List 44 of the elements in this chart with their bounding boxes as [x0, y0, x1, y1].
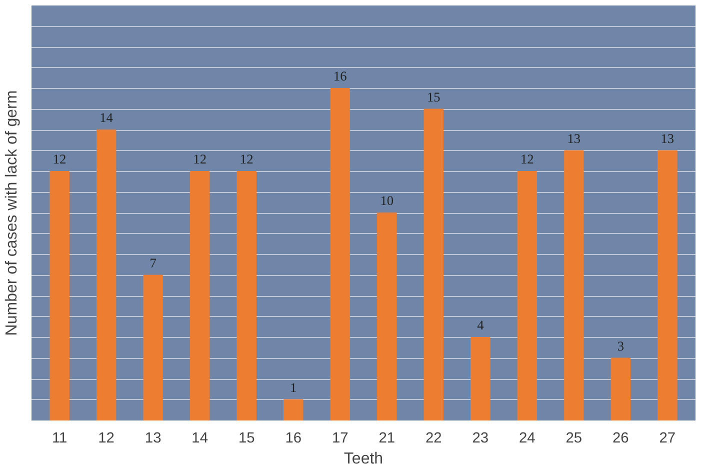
data-label: 12 — [52, 152, 66, 166]
data-label: 13 — [567, 130, 581, 146]
bar — [610, 358, 631, 420]
x-tick-label: 27 — [659, 430, 676, 446]
bar — [143, 274, 163, 420]
x-tick-label: 11 — [52, 430, 68, 446]
data-label: 16 — [333, 68, 348, 84]
data-label: 10 — [380, 193, 394, 208]
data-label: 1 — [290, 380, 297, 395]
data-label: 13 — [660, 130, 674, 146]
data-label: 12 — [520, 152, 534, 166]
data-label: 15 — [426, 89, 441, 104]
data-label: 12 — [240, 152, 254, 166]
data-label: 4 — [477, 318, 484, 332]
x-axis-title: Teeth — [344, 450, 384, 468]
bar — [658, 150, 678, 420]
x-tick-label: 24 — [519, 430, 536, 446]
x-tick-label: 21 — [378, 430, 396, 446]
bar — [330, 88, 350, 420]
bar — [517, 171, 538, 420]
x-tick-label: 22 — [425, 430, 442, 446]
y-axis-title: Number of cases with lack of germ — [4, 90, 20, 336]
data-label: 3 — [617, 338, 624, 354]
x-tick-label: 23 — [472, 430, 489, 446]
x-tick-label: 26 — [612, 430, 629, 446]
x-tick-label: 16 — [285, 430, 302, 446]
x-tick-label: 12 — [98, 430, 114, 446]
bar — [50, 171, 70, 420]
bar — [284, 399, 304, 420]
x-tick-label: 17 — [332, 430, 348, 446]
bar — [564, 150, 584, 420]
bar — [236, 171, 256, 420]
bar — [470, 337, 490, 420]
x-tick-label: 14 — [192, 430, 208, 446]
x-tick-label: 13 — [144, 430, 162, 446]
data-label: 12 — [193, 152, 206, 166]
data-label: 14 — [100, 110, 114, 125]
bar — [190, 171, 210, 420]
data-label: 7 — [150, 255, 157, 270]
x-tick-label: 15 — [238, 430, 255, 446]
bar — [424, 108, 444, 420]
x-tick-label: 25 — [566, 430, 582, 446]
bar — [96, 130, 116, 420]
bar — [377, 212, 397, 420]
